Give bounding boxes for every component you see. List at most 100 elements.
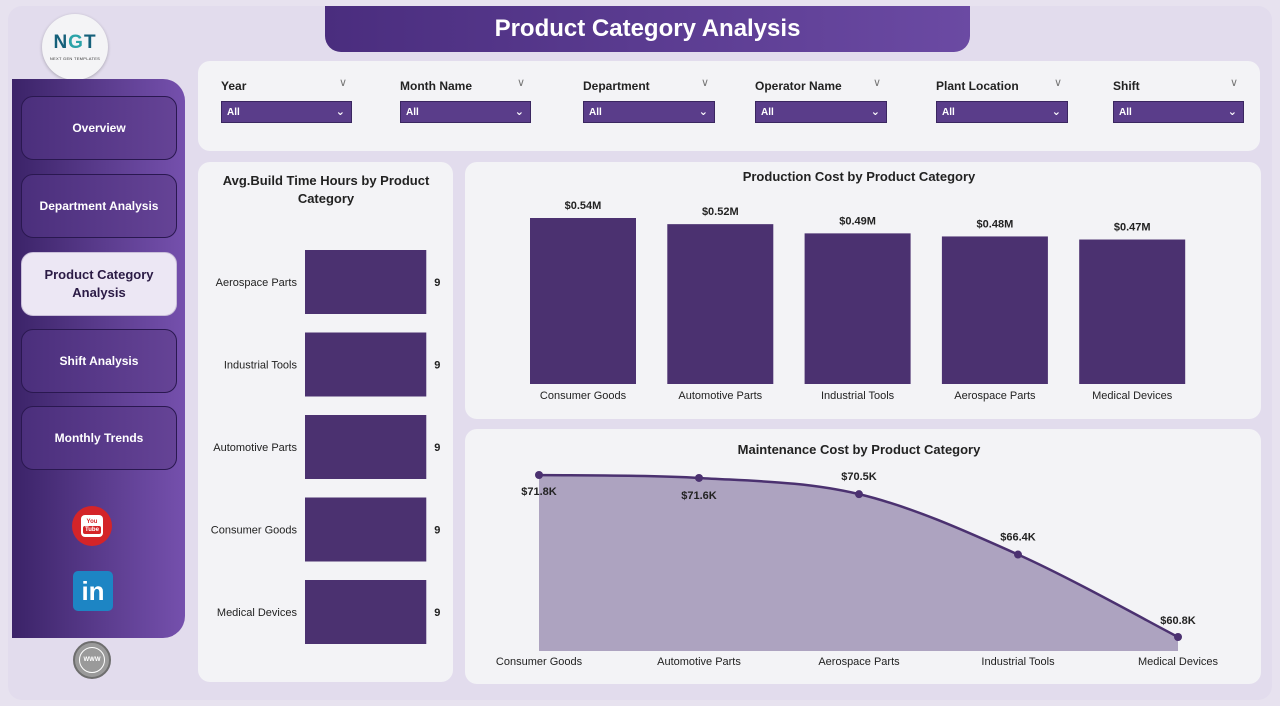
- maintenance-cost-chart-title: Maintenance Cost by Product Category: [737, 442, 981, 457]
- nav-monthly-trends-button[interactable]: Monthly Trends: [21, 406, 177, 470]
- filter-plant-location-value: All: [942, 106, 955, 118]
- production-cost-value-label: $0.47M: [1114, 222, 1151, 234]
- filter-month-name-select[interactable]: All ⌄: [400, 101, 531, 123]
- chevron-down-icon[interactable]: ∨: [701, 77, 710, 89]
- filter-department-label: Department: [583, 79, 650, 93]
- nav-product-category-analysis-button[interactable]: Product Category Analysis: [21, 252, 177, 316]
- build-time-value-label: 9: [434, 277, 440, 289]
- filter-shift-value: All: [1119, 106, 1132, 118]
- filter-shift-select[interactable]: All ⌄: [1113, 101, 1244, 123]
- chevron-down-icon[interactable]: ∨: [339, 77, 348, 89]
- build-time-value-label: 9: [434, 442, 440, 454]
- youtube-icon[interactable]: You Tube: [72, 506, 112, 546]
- filter-month-name-value: All: [406, 106, 419, 118]
- logo-mark: NGT: [53, 32, 97, 53]
- logo-tagline: NEXT GEN TEMPLATES: [49, 56, 101, 61]
- chevron-down-icon: ⌄: [698, 106, 708, 118]
- linkedin-icon[interactable]: in: [73, 571, 113, 611]
- page-title: Product Category Analysis: [325, 6, 970, 52]
- build-time-category-label: Industrial Tools: [224, 360, 298, 372]
- maintenance-cost-point[interactable]: [535, 471, 543, 479]
- maintenance-cost-category-label: Aerospace Parts: [818, 656, 900, 668]
- filter-operator-name-select[interactable]: All ⌄: [755, 101, 887, 123]
- filter-month-name-label: Month Name: [400, 79, 472, 93]
- filter-operator-name-label: Operator Name: [755, 79, 842, 93]
- filter-plant-location-label: Plant Location: [936, 79, 1019, 93]
- chevron-down-icon: ⌄: [1227, 106, 1237, 118]
- maintenance-cost-value-label: $60.8K: [1160, 615, 1196, 627]
- build-time-bar[interactable]: [305, 580, 427, 644]
- build-time-value-label: 9: [434, 360, 440, 372]
- maintenance-cost-point[interactable]: [855, 490, 863, 499]
- filter-shift-label: Shift: [1113, 79, 1140, 93]
- production-cost-bar[interactable]: [667, 224, 774, 384]
- production-cost-chart: $0.54M Consumer Goods $0.52M Automotive Par…: [530, 200, 1186, 402]
- website-globe-icon[interactable]: WWW: [73, 641, 111, 679]
- filter-operator-name-value: All: [761, 106, 774, 118]
- chevron-down-icon: ⌄: [1051, 106, 1061, 118]
- production-cost-category-label: Aerospace Parts: [954, 390, 1036, 402]
- build-time-value-label: 9: [434, 607, 440, 619]
- filter-year-value: All: [227, 106, 240, 118]
- maintenance-cost-point[interactable]: [695, 473, 703, 482]
- build-time-chart-title: Avg.Build Time Hours by Product Category: [222, 173, 430, 206]
- maintenance-cost-point[interactable]: [1174, 633, 1182, 641]
- build-time-bar[interactable]: [305, 415, 427, 479]
- chevron-down-icon[interactable]: ∨: [1054, 77, 1063, 89]
- maintenance-cost-value-label: $71.6K: [681, 490, 717, 502]
- build-time-category-label: Automotive Parts: [213, 442, 297, 454]
- youtube-text-you: You: [86, 518, 98, 525]
- production-cost-bar[interactable]: [1079, 239, 1186, 384]
- maintenance-cost-area: [539, 475, 1178, 651]
- production-cost-bar[interactable]: [941, 236, 1048, 384]
- maintenance-cost-category-label: Medical Devices: [1138, 656, 1219, 668]
- chevron-down-icon[interactable]: ∨: [1230, 77, 1239, 89]
- chevron-down-icon: ⌄: [514, 106, 524, 118]
- filter-department-select[interactable]: All ⌄: [583, 101, 715, 123]
- filter-panel: Year ∨ All ⌄ Month Name ∨ All ⌄ Department…: [198, 61, 1260, 151]
- maintenance-cost-value-label: $66.4K: [1000, 532, 1036, 544]
- filter-department: Department ∨ All ⌄: [583, 77, 715, 123]
- maintenance-cost-point[interactable]: [1014, 550, 1022, 559]
- filter-year-select[interactable]: All ⌄: [221, 101, 352, 123]
- production-cost-value-label: $0.54M: [565, 200, 602, 212]
- build-time-bar[interactable]: [305, 332, 427, 397]
- build-time-category-label: Consumer Goods: [211, 525, 298, 537]
- chevron-down-icon[interactable]: ∨: [517, 77, 526, 89]
- filter-department-value: All: [589, 106, 602, 118]
- build-time-bar[interactable]: [305, 250, 427, 314]
- chevron-down-icon: ⌄: [335, 106, 345, 118]
- production-cost-card: Production Cost by Product Category $0.5…: [465, 162, 1261, 419]
- production-cost-category-label: Industrial Tools: [821, 390, 895, 402]
- production-cost-category-label: Medical Devices: [1092, 390, 1173, 402]
- filter-plant-location-select[interactable]: All ⌄: [936, 101, 1068, 123]
- maintenance-cost-card: Maintenance Cost by Product Category $71…: [465, 429, 1261, 684]
- website-text: WWW: [79, 647, 105, 673]
- production-cost-category-label: Automotive Parts: [678, 390, 762, 402]
- production-cost-value-label: $0.52M: [702, 206, 739, 218]
- maintenance-cost-chart: $71.8K Consumer Goods $71.6K Automotive Par…: [496, 471, 1219, 668]
- production-cost-bar[interactable]: [804, 233, 911, 384]
- nav-shift-analysis-button[interactable]: Shift Analysis: [21, 329, 177, 393]
- chevron-down-icon: ⌄: [870, 106, 880, 118]
- brand-logo: NGT NEXT GEN TEMPLATES: [42, 14, 108, 80]
- production-cost-value-label: $0.48M: [977, 218, 1014, 230]
- build-time-bar[interactable]: [305, 497, 427, 562]
- production-cost-bar[interactable]: [530, 218, 636, 384]
- build-time-chart: Aerospace Parts 9 Industrial Tools 9 Automot…: [211, 250, 440, 644]
- production-cost-chart-title: Production Cost by Product Category: [742, 169, 976, 184]
- filter-operator-name: Operator Name ∨ All ⌄: [755, 77, 887, 123]
- nav-department-analysis-button[interactable]: Department Analysis: [21, 174, 177, 238]
- build-time-card: Avg.Build Time Hours by Product Category…: [198, 162, 453, 682]
- nav-overview-button[interactable]: Overview: [21, 96, 177, 160]
- filter-plant-location: Plant Location ∨ All ⌄: [936, 77, 1068, 123]
- chevron-down-icon[interactable]: ∨: [873, 77, 882, 89]
- filter-shift: Shift ∨ All ⌄: [1113, 77, 1244, 123]
- maintenance-cost-category-label: Consumer Goods: [496, 656, 583, 668]
- filter-month-name: Month Name ∨ All ⌄: [400, 77, 531, 123]
- youtube-text-tube: Tube: [83, 525, 101, 534]
- maintenance-cost-category-label: Industrial Tools: [981, 656, 1055, 668]
- build-time-category-label: Aerospace Parts: [216, 277, 298, 289]
- filter-year: Year ∨ All ⌄: [221, 77, 352, 123]
- build-time-category-label: Medical Devices: [217, 607, 298, 619]
